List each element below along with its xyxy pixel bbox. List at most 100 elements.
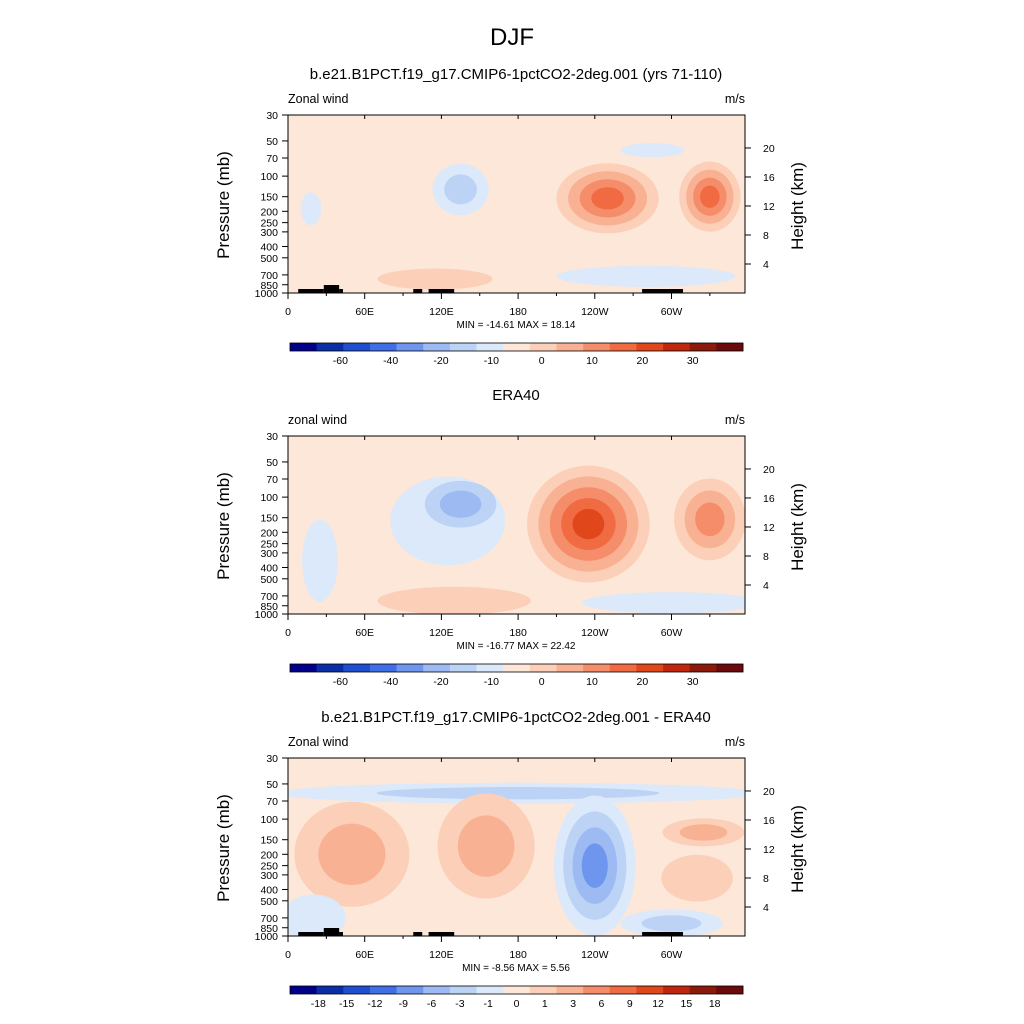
units-label: m/s bbox=[725, 92, 745, 106]
colorbar-label: 20 bbox=[636, 676, 648, 688]
colorbar-swatch bbox=[689, 664, 717, 672]
y-axis-label: Pressure (mb) bbox=[214, 151, 233, 259]
y-tick-label: 200 bbox=[260, 206, 278, 218]
height-tick-label: 20 bbox=[763, 143, 775, 155]
colorbar-label: -10 bbox=[484, 676, 499, 688]
colorbar-label: -9 bbox=[399, 998, 408, 1010]
colorbar-label: -20 bbox=[433, 676, 448, 688]
colorbar-swatch bbox=[583, 664, 611, 672]
x-tick-label: 60E bbox=[355, 627, 374, 639]
plot-frame bbox=[287, 114, 746, 294]
y-tick-label: 50 bbox=[266, 457, 278, 469]
contour-level-3-2 bbox=[695, 502, 725, 537]
colorbar-swatch bbox=[529, 986, 557, 994]
colorbar-swatch bbox=[476, 986, 504, 994]
colorbar-label: -3 bbox=[455, 998, 464, 1010]
height-tick-label: 16 bbox=[763, 172, 775, 184]
colorbar-swatch bbox=[689, 343, 717, 351]
x-tick-label: 120W bbox=[581, 949, 609, 961]
colorbar-label: 20 bbox=[636, 355, 648, 367]
colorbar-label: 10 bbox=[586, 676, 598, 688]
colorbar-swatch bbox=[609, 664, 637, 672]
y-tick-label: 300 bbox=[260, 870, 278, 882]
x-tick-label: 60E bbox=[355, 306, 374, 318]
x-tick-label: 60W bbox=[661, 306, 683, 318]
y-tick-label: 70 bbox=[266, 474, 278, 486]
contour-level-6-1 bbox=[641, 915, 702, 932]
x-tick-label: 120E bbox=[429, 949, 454, 961]
colorbar-frame bbox=[289, 342, 744, 352]
colorbar-swatch bbox=[583, 986, 611, 994]
colorbar-swatch bbox=[316, 986, 344, 994]
height-tick-label: 4 bbox=[763, 902, 769, 914]
colorbar-swatch bbox=[663, 986, 691, 994]
y-tick-label: 150 bbox=[260, 513, 278, 525]
contour-level-3-3 bbox=[581, 843, 608, 888]
contour-level-5-0 bbox=[377, 586, 531, 614]
topography-mask bbox=[323, 928, 340, 936]
colorbar-swatch bbox=[476, 343, 504, 351]
colorbar-swatch bbox=[529, 664, 557, 672]
chart-panel-3: b.e21.B1PCT.f19_g17.CMIP6-1pctCO2-2deg.0… bbox=[214, 709, 807, 1010]
height-tick-label: 16 bbox=[763, 493, 775, 505]
height-axis-label: Height (km) bbox=[788, 483, 807, 571]
topography-mask bbox=[428, 932, 455, 936]
topography-mask bbox=[323, 285, 340, 293]
y-tick-label: 200 bbox=[260, 849, 278, 861]
colorbar-label: 6 bbox=[599, 998, 605, 1010]
height-tick-label: 4 bbox=[763, 580, 769, 592]
contour-level-2-3 bbox=[700, 185, 720, 208]
colorbar-swatch bbox=[290, 664, 317, 672]
colorbar-label: -60 bbox=[333, 676, 348, 688]
colorbar-swatch bbox=[449, 664, 477, 672]
topography-mask bbox=[413, 932, 423, 936]
colorbar-swatch bbox=[716, 664, 744, 672]
y-tick-label: 300 bbox=[260, 227, 278, 239]
colorbar-swatch bbox=[369, 664, 397, 672]
min-max-stats: MIN = -14.61 MAX = 18.14 bbox=[457, 320, 576, 331]
figure-title: DJF bbox=[490, 24, 534, 51]
contour-field bbox=[288, 436, 745, 614]
panel-title: b.e21.B1PCT.f19_g17.CMIP6-1pctCO2-2deg.0… bbox=[310, 66, 722, 83]
topography-mask bbox=[298, 289, 324, 293]
colorbar-label: 3 bbox=[570, 998, 576, 1010]
colorbar-swatch bbox=[663, 343, 691, 351]
variable-label: Zonal wind bbox=[288, 92, 348, 106]
x-tick-label: 120E bbox=[429, 306, 454, 318]
contour-level-3-0 bbox=[300, 192, 322, 226]
contour-level-1-1 bbox=[439, 490, 482, 518]
contour-level-6-0 bbox=[582, 592, 745, 614]
height-tick-label: 12 bbox=[763, 522, 775, 534]
x-tick-label: 60W bbox=[661, 627, 683, 639]
y-tick-label: 200 bbox=[260, 527, 278, 539]
x-tick-label: 180 bbox=[509, 627, 527, 639]
colorbar-swatch bbox=[636, 664, 664, 672]
topography-mask bbox=[339, 932, 343, 936]
y-axis-label: Pressure (mb) bbox=[214, 472, 233, 580]
x-tick-label: 0 bbox=[285, 949, 291, 961]
colorbar-swatch bbox=[503, 343, 531, 351]
x-tick-label: 180 bbox=[509, 949, 527, 961]
colorbar-swatch bbox=[423, 664, 451, 672]
colorbar-swatch bbox=[396, 664, 424, 672]
min-max-stats: MIN = -16.77 MAX = 22.42 bbox=[457, 641, 576, 652]
y-tick-label: 100 bbox=[260, 814, 278, 826]
contour-level-5-0 bbox=[377, 268, 493, 290]
x-tick-label: 0 bbox=[285, 627, 291, 639]
colorbar-frame bbox=[289, 663, 744, 673]
min-max-stats: MIN = -8.56 MAX = 5.56 bbox=[462, 963, 570, 974]
height-tick-label: 12 bbox=[763, 201, 775, 213]
colorbar-label: -18 bbox=[311, 998, 326, 1010]
colorbar: -60 -40 -20 -10 0 10 20 30 bbox=[289, 663, 744, 688]
x-tick-label: 60W bbox=[661, 949, 683, 961]
height-tick-label: 20 bbox=[763, 786, 775, 798]
contour-level-6-0 bbox=[620, 143, 685, 158]
colorbar-swatch bbox=[369, 343, 397, 351]
colorbar-label: -6 bbox=[427, 998, 436, 1010]
units-label: m/s bbox=[725, 413, 745, 427]
colorbar-swatch bbox=[556, 986, 584, 994]
plot-frame bbox=[287, 757, 746, 937]
y-tick-label: 50 bbox=[266, 136, 278, 148]
y-tick-label: 30 bbox=[266, 753, 278, 765]
